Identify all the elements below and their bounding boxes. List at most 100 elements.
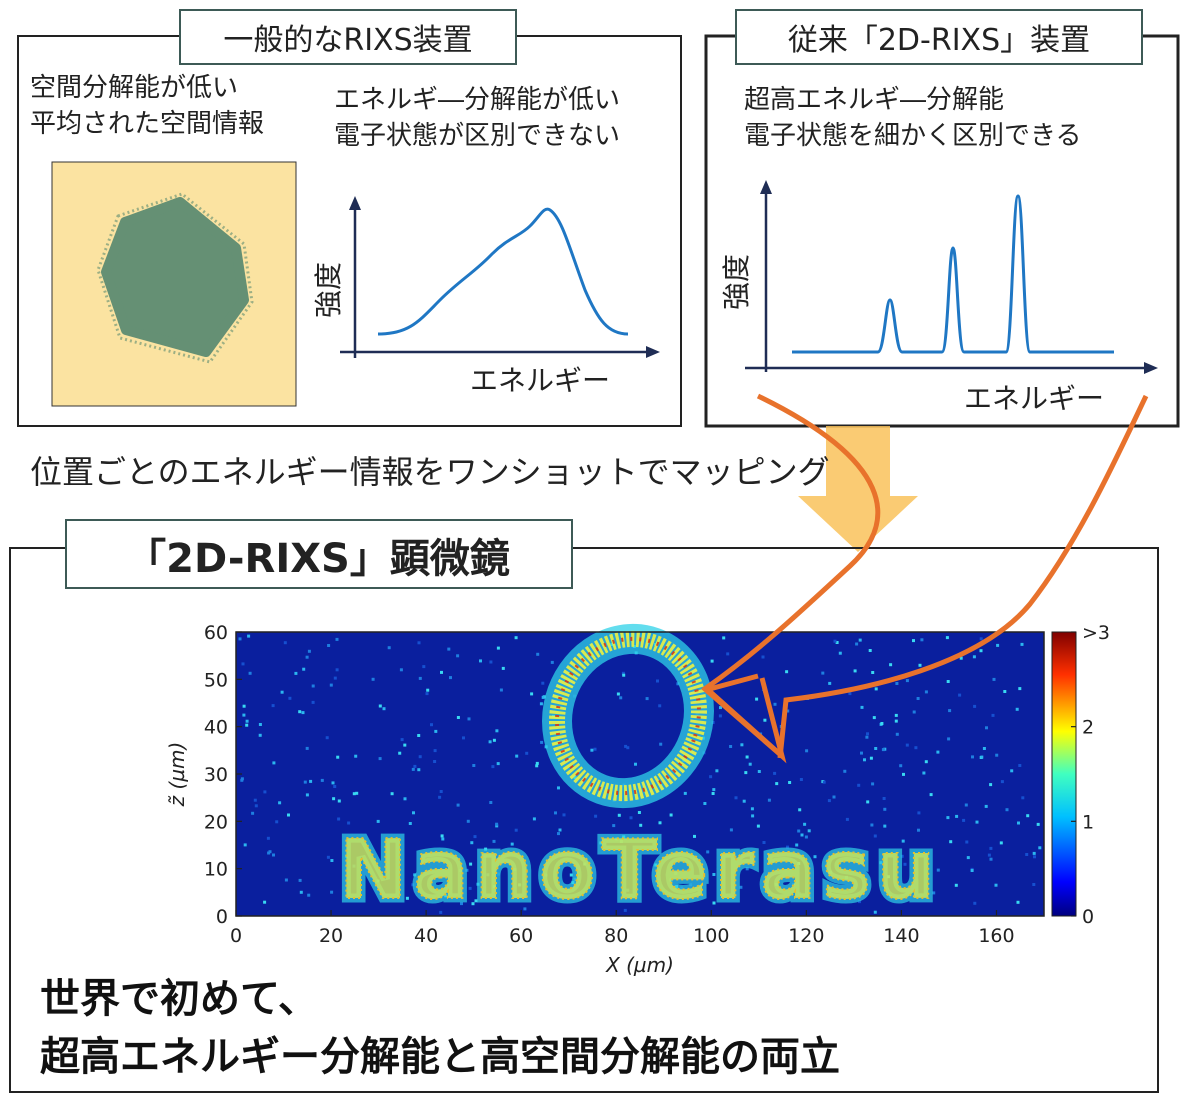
- heatmap-noise-pixel: [413, 873, 417, 877]
- heatmap-noise-pixel: [378, 704, 382, 708]
- heatmap-axes: 0 20 40 60 80 100 120 140 160 0 10 20 30 40 50 60: [204, 622, 1015, 947]
- heatmap-noise-pixel: [418, 676, 422, 680]
- heatmap-noise-pixel: [302, 667, 306, 671]
- heatmap-noise-pixel: [745, 867, 749, 871]
- heatmap-xtick-label: 120: [788, 925, 824, 947]
- heatmap-noise-pixel: [788, 781, 792, 784]
- panel-general-rixs-title-box: [179, 9, 517, 65]
- heatmap-noise-pixel: [803, 822, 807, 826]
- heatmap-noise-pixel: [936, 750, 940, 754]
- heatmap-noise-pixel: [593, 747, 597, 751]
- heatmap-noise-pixel: [399, 668, 403, 672]
- heatmap-noise-pixel: [659, 742, 663, 746]
- heatmap-noise-pixel: [387, 646, 391, 650]
- heatmap-chart: NanoTerasu NanoTerasu 0 20 40 60 80 100 120 140…: [165, 622, 1045, 977]
- heatmap-noise-pixel: [470, 841, 474, 845]
- heatmap-noise-pixel: [903, 862, 907, 866]
- heatmap-noise-pixel: [554, 811, 557, 815]
- panel-conventional-2d-rixs: 従来「2D-RIXS」装置 超高エネルギ―分解能 電子状態を細かく区別できる 強…: [704, 9, 1180, 428]
- heatmap-noise-pixel: [880, 722, 884, 725]
- heatmap-noise-pixel: [757, 770, 761, 773]
- heatmap-noise-pixel: [726, 652, 730, 656]
- heatmap-noise-pixel: [805, 749, 809, 753]
- heatmap-noise-pixel: [1025, 853, 1029, 856]
- heatmap-noise-pixel: [408, 822, 412, 825]
- heatmap-noise-pixel: [544, 873, 548, 877]
- orange-arrow-right: [777, 394, 1149, 759]
- heatmap-noise-pixel: [879, 861, 883, 865]
- heatmap-ytick-label: 30: [204, 764, 228, 786]
- heatmap-noise-pixel: [838, 651, 842, 655]
- heatmap-noise-pixel: [622, 835, 626, 839]
- heatmap-noise-pixel: [900, 854, 904, 858]
- heatmap-noise-pixel: [917, 811, 921, 815]
- heatmap-noise-pixel: [874, 687, 878, 691]
- heatmap-noise-pixel: [417, 768, 421, 772]
- heatmap-noise-pixel: [615, 837, 619, 841]
- heatmap-noise-pixel: [729, 828, 733, 832]
- heatmap-noise-pixel: [305, 793, 309, 797]
- heatmap-noise-pixel: [248, 671, 252, 675]
- heatmap-noise-pixel: [922, 771, 926, 775]
- heatmap-noise-pixel: [827, 799, 831, 803]
- heatmap-noise-pixel: [912, 639, 915, 643]
- heatmap-noise-pixel: [473, 835, 477, 839]
- heatmap-noise-pixel: [492, 885, 496, 889]
- heatmap-ytick-label: 50: [204, 669, 228, 691]
- conclusion-line-2: 超高エネルギー分解能と高空間分解能の両立: [40, 1034, 840, 1080]
- heatmap-noise-pixel: [634, 762, 637, 766]
- heatmap-noise-pixel: [460, 902, 463, 906]
- heatmap-noise-pixel: [311, 684, 315, 688]
- heatmap-noise-pixel: [594, 814, 598, 818]
- heatmap-noise-pixel: [860, 751, 863, 755]
- heatmap-noise-pixel: [954, 883, 958, 887]
- heatmap-noise-pixel: [398, 751, 402, 755]
- heatmap-noise-pixel: [238, 637, 242, 641]
- heatmap-noise-pixel: [729, 745, 733, 748]
- heatmap-noise-pixel: [936, 868, 940, 872]
- heatmap-noise-pixel: [243, 843, 247, 847]
- heatmap-noise-pixel: [337, 799, 341, 803]
- heatmap-noise-pixel: [621, 671, 625, 675]
- heatmap-ring-hot: [555, 636, 701, 796]
- heatmap-noise-pixel: [855, 642, 859, 646]
- heatmap-noise-pixel: [530, 692, 534, 696]
- heatmap-noise-pixel: [294, 671, 298, 675]
- broad-spectrum-line: [377, 207, 629, 336]
- heatmap-noise-pixel: [843, 769, 847, 773]
- heatmap-noise-pixel: [474, 899, 478, 903]
- heatmap-noise-pixel: [278, 801, 282, 805]
- heatmap-noise-pixel: [327, 644, 331, 647]
- heatmap-noise-pixel: [742, 799, 746, 803]
- heatmap-noise-pixel: [459, 868, 463, 872]
- note-spatial-average: 平均された空間情報: [30, 109, 264, 139]
- heatmap-noise-pixel: [1018, 687, 1022, 691]
- heatmap-noise-pixel: [795, 843, 799, 847]
- heatmap-noise-pixel: [916, 697, 920, 700]
- heatmap-noise-pixel: [557, 786, 560, 790]
- heatmap-xtick-label: 40: [414, 925, 438, 947]
- heatmap-noise-pixel: [680, 886, 684, 890]
- heatmap-noise-pixel: [987, 853, 991, 857]
- heatmap-noise-pixel: [822, 780, 826, 784]
- heatmap-noise-pixel: [807, 894, 811, 898]
- heatmap-xtick-label: 140: [883, 925, 919, 947]
- heatmap-noise-pixel: [871, 671, 875, 674]
- heatmap-noise-pixel: [845, 817, 849, 821]
- heatmap-noise-pixel: [871, 782, 875, 786]
- heatmap-noise-pixel: [858, 638, 862, 642]
- heatmap-noise-pixel: [496, 646, 500, 650]
- panel-general-rixs: 一般的なRIXS装置 空間分解能が低い 平均された空間情報 エネルギ―分解能が低…: [17, 9, 682, 427]
- heatmap-noise-pixel: [425, 692, 429, 696]
- heatmap-noise-pixel: [639, 823, 643, 827]
- heatmap-noise-pixel: [332, 797, 336, 801]
- heatmap-noise-pixel: [354, 754, 358, 758]
- heatmap-noise-pixel: [773, 702, 777, 706]
- heatmap-noise-pixel: [456, 803, 460, 807]
- heatmap-noise-pixel: [515, 754, 519, 758]
- heatmap-noise-pixel: [895, 732, 899, 736]
- heatmap-noise-pixel: [499, 688, 503, 692]
- heatmap-noise-pixel: [845, 875, 848, 879]
- heatmap-noise-pixel: [762, 841, 766, 844]
- heatmap-noise-pixel: [718, 714, 722, 718]
